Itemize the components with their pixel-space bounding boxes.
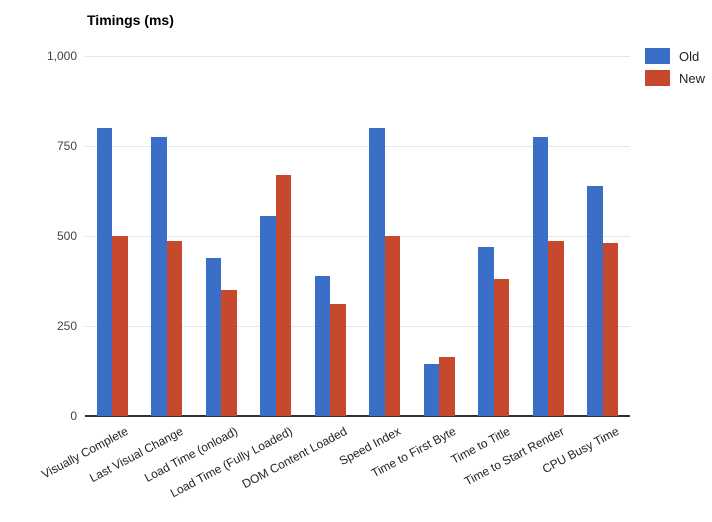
- bar-new-6[interactable]: [439, 356, 455, 416]
- plot-area: [85, 56, 631, 417]
- bar-group-7: [467, 56, 522, 416]
- x-axis-category-label: DOM Content Loaded: [239, 424, 349, 492]
- bar-old-4[interactable]: [314, 275, 331, 416]
- bar-group-0: [85, 56, 140, 416]
- legend-item-new: New: [645, 70, 705, 86]
- bar-new-0[interactable]: [112, 236, 128, 416]
- bar-new-9[interactable]: [602, 243, 619, 416]
- legend-swatch-new: [645, 70, 670, 86]
- bar-group-4: [303, 56, 358, 416]
- bar-group-9: [576, 56, 631, 416]
- bar-group-5: [358, 56, 413, 416]
- y-axis-tick-label: 0: [70, 409, 77, 423]
- x-axis-category-label: Time to Start Render: [462, 424, 567, 489]
- bar-group-8: [521, 56, 576, 416]
- bar-new-2[interactable]: [221, 290, 237, 416]
- bar-old-8[interactable]: [532, 137, 549, 416]
- bar-old-1[interactable]: [151, 137, 167, 416]
- legend-label-old: Old: [679, 48, 700, 64]
- legend: Old New: [645, 48, 705, 92]
- gridline-250: [85, 326, 630, 327]
- bar-new-7[interactable]: [493, 279, 510, 416]
- legend-label-new: New: [679, 70, 706, 86]
- bar-group-3: [249, 56, 304, 416]
- x-axis-line: [85, 415, 630, 417]
- chart-title: Timings (ms): [87, 12, 174, 28]
- bar-group-1: [140, 56, 195, 416]
- bar-old-2[interactable]: [205, 257, 222, 416]
- bar-new-8[interactable]: [548, 241, 564, 416]
- bar-old-3[interactable]: [260, 216, 276, 416]
- legend-swatch-old: [645, 48, 670, 64]
- bar-new-3[interactable]: [275, 174, 292, 416]
- bar-old-0[interactable]: [96, 128, 113, 416]
- gridline-500: [85, 236, 630, 237]
- bar-new-5[interactable]: [384, 236, 401, 416]
- y-axis-tick-label: 250: [56, 319, 77, 333]
- bar-old-7[interactable]: [478, 246, 494, 416]
- bar-group-6: [412, 56, 467, 416]
- y-axis-tick-label: 750: [56, 139, 77, 153]
- bar-old-6[interactable]: [423, 363, 440, 416]
- bar-old-5[interactable]: [369, 128, 385, 416]
- bar-group-2: [194, 56, 249, 416]
- bar-new-4[interactable]: [330, 304, 346, 416]
- y-axis-tick-label: 1,000: [46, 49, 77, 63]
- x-axis-category-label: Last Visual Change: [87, 424, 186, 486]
- y-axis-tick-label: 500: [56, 229, 77, 243]
- gridline-1000: [85, 56, 630, 57]
- bar-new-1[interactable]: [166, 241, 183, 416]
- x-axis-category-label: Visually Complete: [39, 424, 131, 482]
- legend-item-old: Old: [645, 48, 705, 64]
- gridline-750: [85, 146, 630, 147]
- bar-old-9[interactable]: [587, 185, 603, 416]
